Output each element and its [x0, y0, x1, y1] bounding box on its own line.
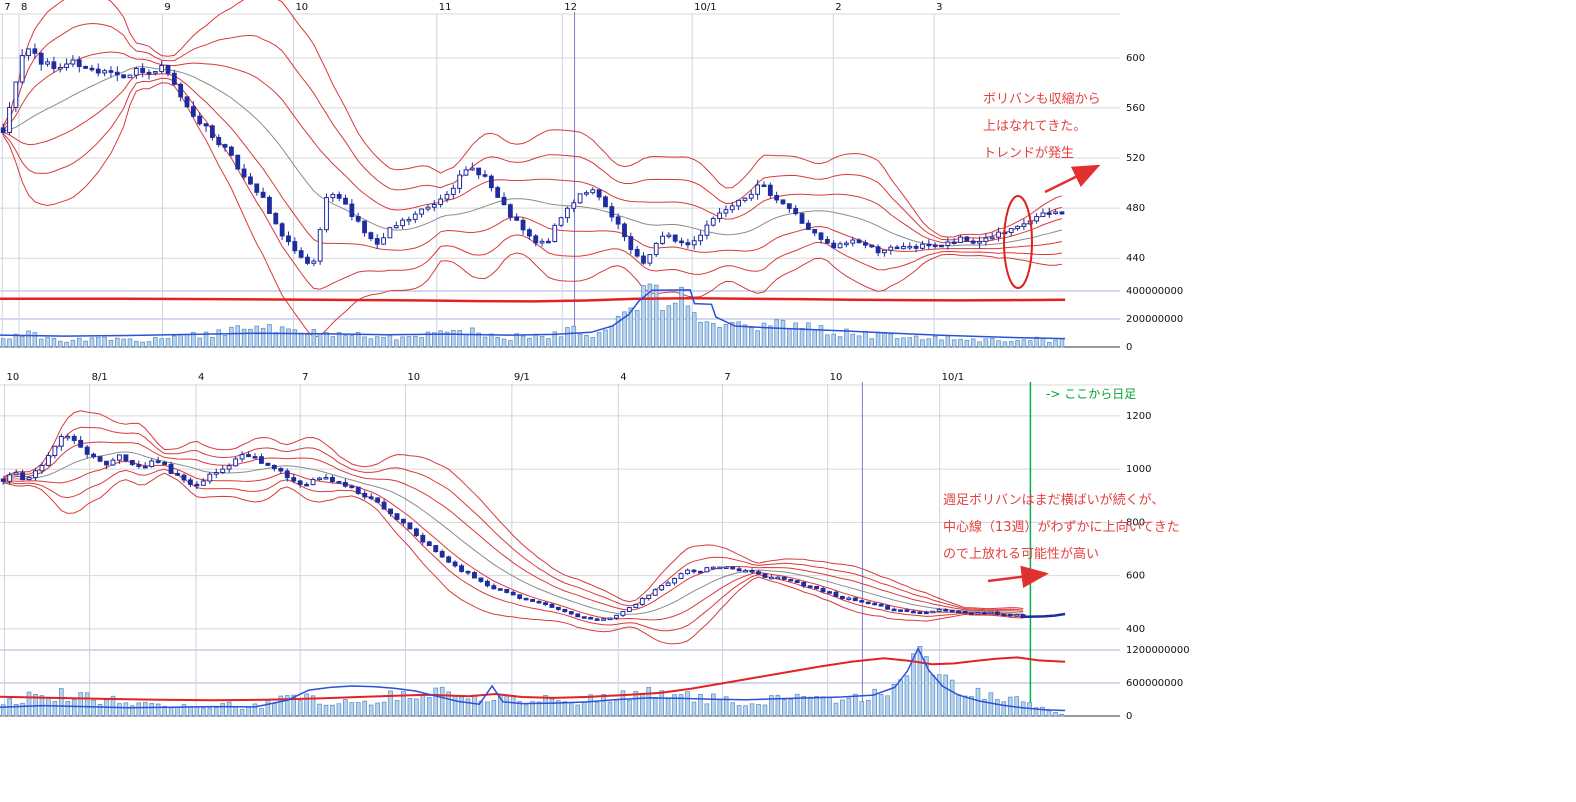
svg-text:600: 600	[1126, 53, 1145, 64]
daily-volume-bars	[0, 283, 1065, 348]
svg-text:7: 7	[724, 372, 730, 383]
svg-text:9: 9	[164, 2, 170, 13]
svg-text:400000000: 400000000	[1126, 286, 1183, 297]
svg-text:3: 3	[936, 2, 942, 13]
daily-axis-labels: 7 8 9 10 11 12 10/1 2 3 600 560 520 480 440 400000000 2…	[4, 2, 1183, 353]
svg-text:11: 11	[439, 2, 452, 13]
svg-text:4: 4	[620, 372, 626, 383]
svg-text:1000: 1000	[1126, 464, 1151, 475]
svg-text:10: 10	[407, 372, 420, 383]
svg-text:12: 12	[564, 2, 577, 13]
svg-text:400: 400	[1126, 624, 1145, 635]
daily-volume-ma-lines	[0, 289, 1066, 340]
svg-text:0: 0	[1126, 342, 1132, 353]
daily-candles	[0, 43, 1065, 267]
svg-text:440: 440	[1126, 253, 1145, 264]
weekly-annotation-line1: 週足ボリバンはまだ横ばいが続くが、	[943, 493, 1165, 508]
svg-text:800: 800	[1126, 517, 1145, 528]
svg-text:0: 0	[1126, 711, 1132, 722]
svg-text:560: 560	[1126, 103, 1145, 114]
svg-text:7: 7	[4, 2, 10, 13]
daily-annotation-line3: トレンドが発生	[983, 146, 1075, 161]
svg-text:10: 10	[295, 2, 308, 13]
weekly-annotation-line3: ので上放れる可能性が高い	[943, 547, 1100, 562]
svg-text:600: 600	[1126, 571, 1145, 582]
weekly-axis-labels: 10 8/1 4 7 10 9/1 4 7 10 10/1 1200 1000 800 600 400 120…	[6, 372, 1189, 722]
weekly-volume-ma-lines	[0, 612, 1066, 712]
svg-text:2: 2	[835, 2, 841, 13]
svg-text:10: 10	[6, 372, 19, 383]
svg-text:10/1: 10/1	[694, 2, 716, 13]
svg-text:8: 8	[21, 2, 27, 13]
svg-text:10/1: 10/1	[942, 372, 964, 383]
svg-text:10: 10	[830, 372, 843, 383]
weekly-candles	[0, 433, 1026, 621]
weekly-candlestick-chart: 10 8/1 4 7 10 9/1 4 7 10 10/1 1200 1000 800 600 400 120…	[0, 372, 1190, 722]
weekly-annotation-note: 週足ボリバンはまだ横ばいが続くが、 中心線（13週）がわずかに上向いてきた ので…	[943, 487, 1180, 568]
weekly-volume-bars	[0, 646, 1065, 717]
weekly-bollinger-bands	[3, 410, 1024, 645]
daily-candlestick-chart: 7 8 9 10 11 12 10/1 2 3 600 560 520 480 440 400000000 2…	[0, 0, 1183, 353]
weekly-annotation-line2: 中心線（13週）がわずかに上向いてきた	[943, 520, 1180, 535]
svg-text:4: 4	[198, 372, 204, 383]
daily-annotation-note: ボリバンも収縮から 上はなれてきた。 トレンドが発生	[983, 86, 1101, 167]
svg-text:8/1: 8/1	[92, 372, 108, 383]
svg-text:9/1: 9/1	[514, 372, 530, 383]
svg-text:1200: 1200	[1126, 411, 1151, 422]
svg-text:600000000: 600000000	[1126, 678, 1183, 689]
svg-text:480: 480	[1126, 203, 1145, 214]
svg-text:520: 520	[1126, 153, 1145, 164]
svg-text:200000000: 200000000	[1126, 314, 1183, 325]
weekly-green-note: -> ここから日足	[1046, 387, 1137, 401]
svg-text:1200000000: 1200000000	[1126, 645, 1190, 656]
daily-annotation-line1: ボリバンも収縮から	[983, 92, 1101, 107]
daily-annotation-line2: 上はなれてきた。	[983, 119, 1087, 134]
svg-text:7: 7	[302, 372, 308, 383]
